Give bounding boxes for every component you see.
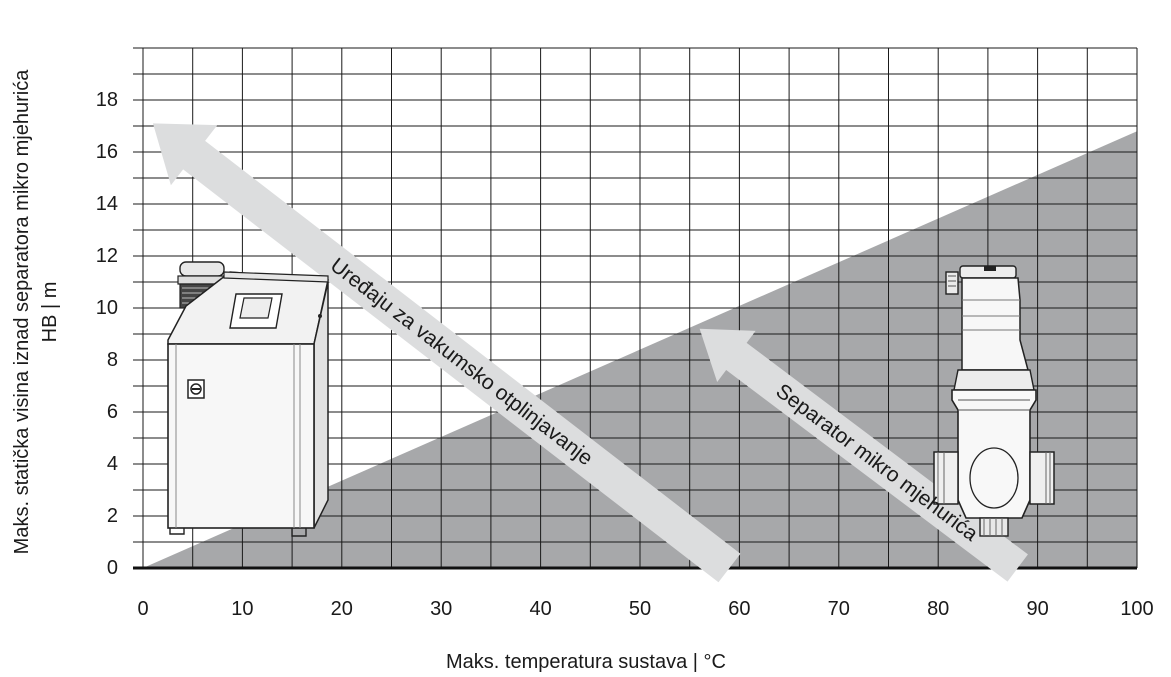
x-tick-label: 60 — [728, 598, 750, 620]
x-tick-label: 0 — [137, 598, 148, 620]
y-axis-title: Maks. statička visina iznad separatora m… — [11, 69, 33, 555]
y-axis-unit: HB | m — [39, 282, 61, 343]
x-tick-label: 80 — [927, 598, 949, 620]
y-tick-label: 10 — [96, 297, 118, 319]
x-tick-label: 100 — [1120, 598, 1153, 620]
arrow-1 — [152, 123, 741, 583]
x-tick-label: 30 — [430, 598, 452, 620]
vacuum-degasser-unit-illustration — [167, 261, 329, 537]
y-tick-label: 16 — [96, 141, 118, 163]
y-tick-label: 0 — [107, 557, 118, 579]
x-tick-label: 70 — [828, 598, 850, 620]
x-tick-label: 10 — [231, 598, 253, 620]
arrow-layer — [152, 123, 1028, 583]
y-tick-label: 12 — [96, 245, 118, 267]
y-tick-label: 6 — [107, 401, 118, 423]
micro-bubble-separator-illustration — [933, 265, 1055, 537]
x-axis-title: Maks. temperatura sustava | °C — [446, 651, 726, 673]
x-tick-label: 40 — [529, 598, 551, 620]
y-tick-label: 14 — [96, 193, 118, 215]
y-tick-label: 18 — [96, 89, 118, 111]
y-tick-label: 4 — [107, 453, 118, 475]
x-tick-label: 50 — [629, 598, 651, 620]
x-tick-label: 90 — [1026, 598, 1048, 620]
y-tick-label: 8 — [107, 349, 118, 371]
x-tick-label: 20 — [331, 598, 353, 620]
arrow-2 — [699, 328, 1028, 582]
y-tick-label: 2 — [107, 505, 118, 527]
